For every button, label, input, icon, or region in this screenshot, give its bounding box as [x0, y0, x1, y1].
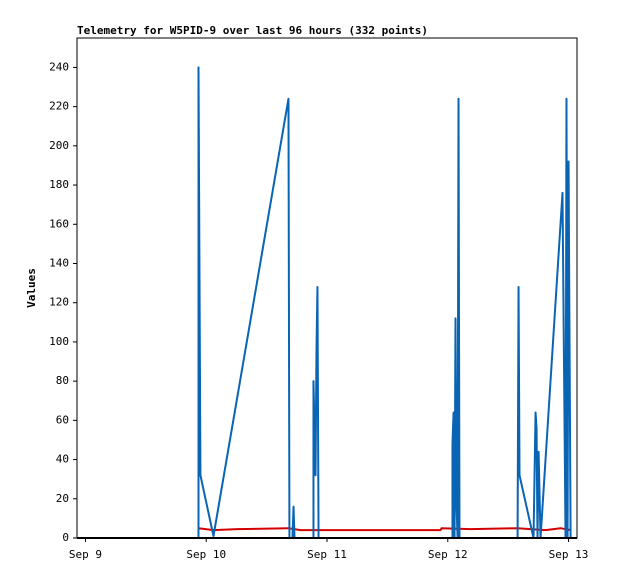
y-tick-label: 180	[49, 178, 69, 191]
y-tick-label: 160	[49, 217, 69, 230]
y-tick-label: 100	[49, 335, 69, 348]
y-tick-label: 120	[49, 296, 69, 309]
x-tick-label: Sep 11	[307, 548, 347, 561]
x-tick-label: Sep 12	[428, 548, 468, 561]
y-tick-label: 240	[49, 60, 69, 73]
chart-title: Telemetry for W5PID-9 over last 96 hours…	[77, 24, 428, 37]
y-tick-label: 20	[56, 492, 69, 505]
y-tick-label: 0	[62, 531, 69, 544]
y-tick-label: 140	[49, 256, 69, 269]
x-tick-label: Sep 13	[549, 548, 589, 561]
x-tick-label: Sep 9	[69, 548, 102, 561]
y-tick-label: 200	[49, 139, 69, 152]
y-tick-label: 220	[49, 100, 69, 113]
x-tick-label: Sep 10	[186, 548, 226, 561]
y-tick-label: 80	[56, 374, 69, 387]
y-tick-label: 60	[56, 413, 69, 426]
series-line	[197, 66, 572, 539]
y-tick-label: 40	[56, 453, 69, 466]
y-axis-label: Values	[25, 268, 38, 308]
series-line	[198, 527, 571, 532]
